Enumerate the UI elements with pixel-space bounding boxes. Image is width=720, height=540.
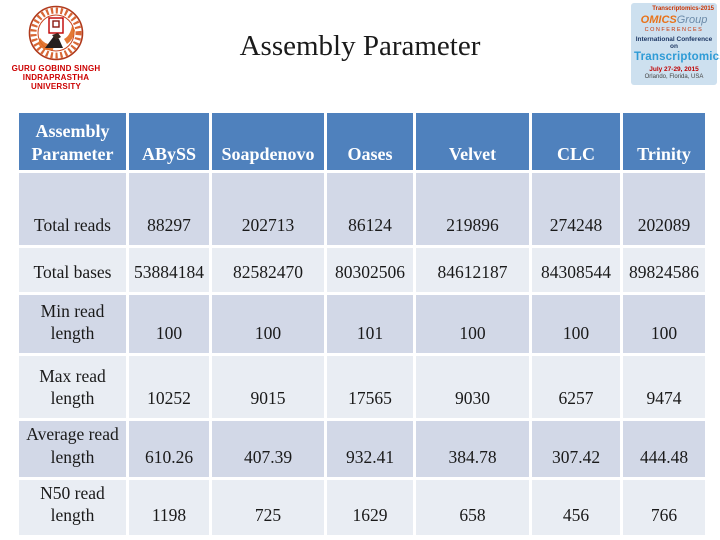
column-header-trinity: Trinity: [623, 113, 705, 170]
row-label: Max read length: [19, 356, 126, 418]
badge-conference-name: Transcriptomics: [634, 50, 720, 63]
cell-value: 17565: [327, 356, 413, 418]
cell-value: 100: [129, 295, 209, 353]
row-label: N50 read length: [19, 479, 126, 535]
assembly-parameters-table: Assembly Parameter ABySS Soapdenovo Oase…: [16, 110, 708, 538]
row-label: Min read length: [19, 295, 126, 353]
column-header-velvet: Velvet: [416, 113, 529, 170]
badge-conference-line: International Conference on: [635, 35, 713, 51]
cell-value: 219896: [416, 173, 529, 245]
cell-value: 86124: [327, 173, 413, 245]
cell-value: 725: [212, 479, 324, 535]
cell-value: 407.39: [212, 421, 324, 477]
cell-value: 80302506: [327, 248, 413, 292]
cell-value: 10252: [129, 356, 209, 418]
slide-title: Assembly Parameter: [239, 30, 481, 62]
cell-value: 1629: [327, 479, 413, 535]
cell-value: 610.26: [129, 421, 209, 477]
cell-value: 100: [416, 295, 529, 353]
cell-value: 456: [532, 479, 620, 535]
cell-value: 384.78: [416, 421, 529, 477]
cell-value: 100: [212, 295, 324, 353]
cell-value: 89824586: [623, 248, 705, 292]
cell-value: 53884184: [129, 248, 209, 292]
university-name-line2: INDRAPRASTHA: [22, 73, 90, 82]
cell-value: 202089: [623, 173, 705, 245]
omics-logo-text: OMICS: [640, 13, 677, 26]
conference-badge: Transcriptomics-2015 OMICSGroup CONFEREN…: [631, 3, 720, 85]
university-name-line3: UNIVERSITY: [30, 82, 81, 91]
cell-value: 9015: [212, 356, 324, 418]
cell-value: 932.41: [327, 421, 413, 477]
cell-value: 444.48: [623, 421, 705, 477]
table-header-row: Assembly Parameter ABySS Soapdenovo Oase…: [19, 113, 705, 170]
table-row-min-read-length: Min read length 100 100 101 100 100 100: [19, 295, 705, 353]
cell-value: 100: [623, 295, 705, 353]
column-header-soapdenovo: Soapdenovo: [212, 113, 324, 170]
cell-value: 88297: [129, 173, 209, 245]
column-header-clc: CLC: [532, 113, 620, 170]
column-header-abyss: ABySS: [129, 113, 209, 170]
cell-value: 82582470: [212, 248, 324, 292]
cell-value: 766: [623, 479, 705, 535]
badge-conference-date: July 27-29, 2015: [649, 66, 699, 73]
table-row-average-read-length: Average read length 610.26 407.39 932.41…: [19, 421, 705, 477]
cell-value: 101: [327, 295, 413, 353]
cell-value: 84308544: [532, 248, 620, 292]
university-logo: GURU GOBIND SINGH INDRAPRASTHA UNIVERSIT…: [8, 4, 104, 91]
omics-group-logo: OMICSGroup: [634, 14, 714, 27]
university-name-line1: GURU GOBIND SINGH: [11, 64, 101, 73]
table-row-n50-read-length: N50 read length 1198 725 1629 658 456 76…: [19, 479, 705, 535]
cell-value: 307.42: [532, 421, 620, 477]
cell-value: 1198: [129, 479, 209, 535]
cell-value: 658: [416, 479, 529, 535]
cell-value: 6257: [532, 356, 620, 418]
column-header-assembly-parameter: Assembly Parameter: [19, 113, 126, 170]
cell-value: 9474: [623, 356, 705, 418]
badge-conferences-label: CONFERENCES: [644, 26, 704, 33]
row-label: Average read length: [19, 421, 126, 477]
table-row-max-read-length: Max read length 10252 9015 17565 9030 62…: [19, 356, 705, 418]
cell-value: 274248: [532, 173, 620, 245]
cell-value: 9030: [416, 356, 529, 418]
cell-value: 100: [532, 295, 620, 353]
group-logo-text: Group: [676, 13, 708, 26]
university-emblem-icon: [28, 5, 84, 61]
badge-top-note: Transcriptomics-2015: [652, 6, 714, 12]
column-header-oases: Oases: [327, 113, 413, 170]
cell-value: 202713: [212, 173, 324, 245]
table-row-total-reads: Total reads 88297 202713 86124 219896 27…: [19, 173, 705, 245]
row-label: Total reads: [19, 173, 126, 245]
badge-conference-location: Orlando, Florida, USA: [644, 74, 704, 81]
cell-value: 84612187: [416, 248, 529, 292]
table-row-total-bases: Total bases 53884184 82582470 80302506 8…: [19, 248, 705, 292]
row-label: Total bases: [19, 248, 126, 292]
